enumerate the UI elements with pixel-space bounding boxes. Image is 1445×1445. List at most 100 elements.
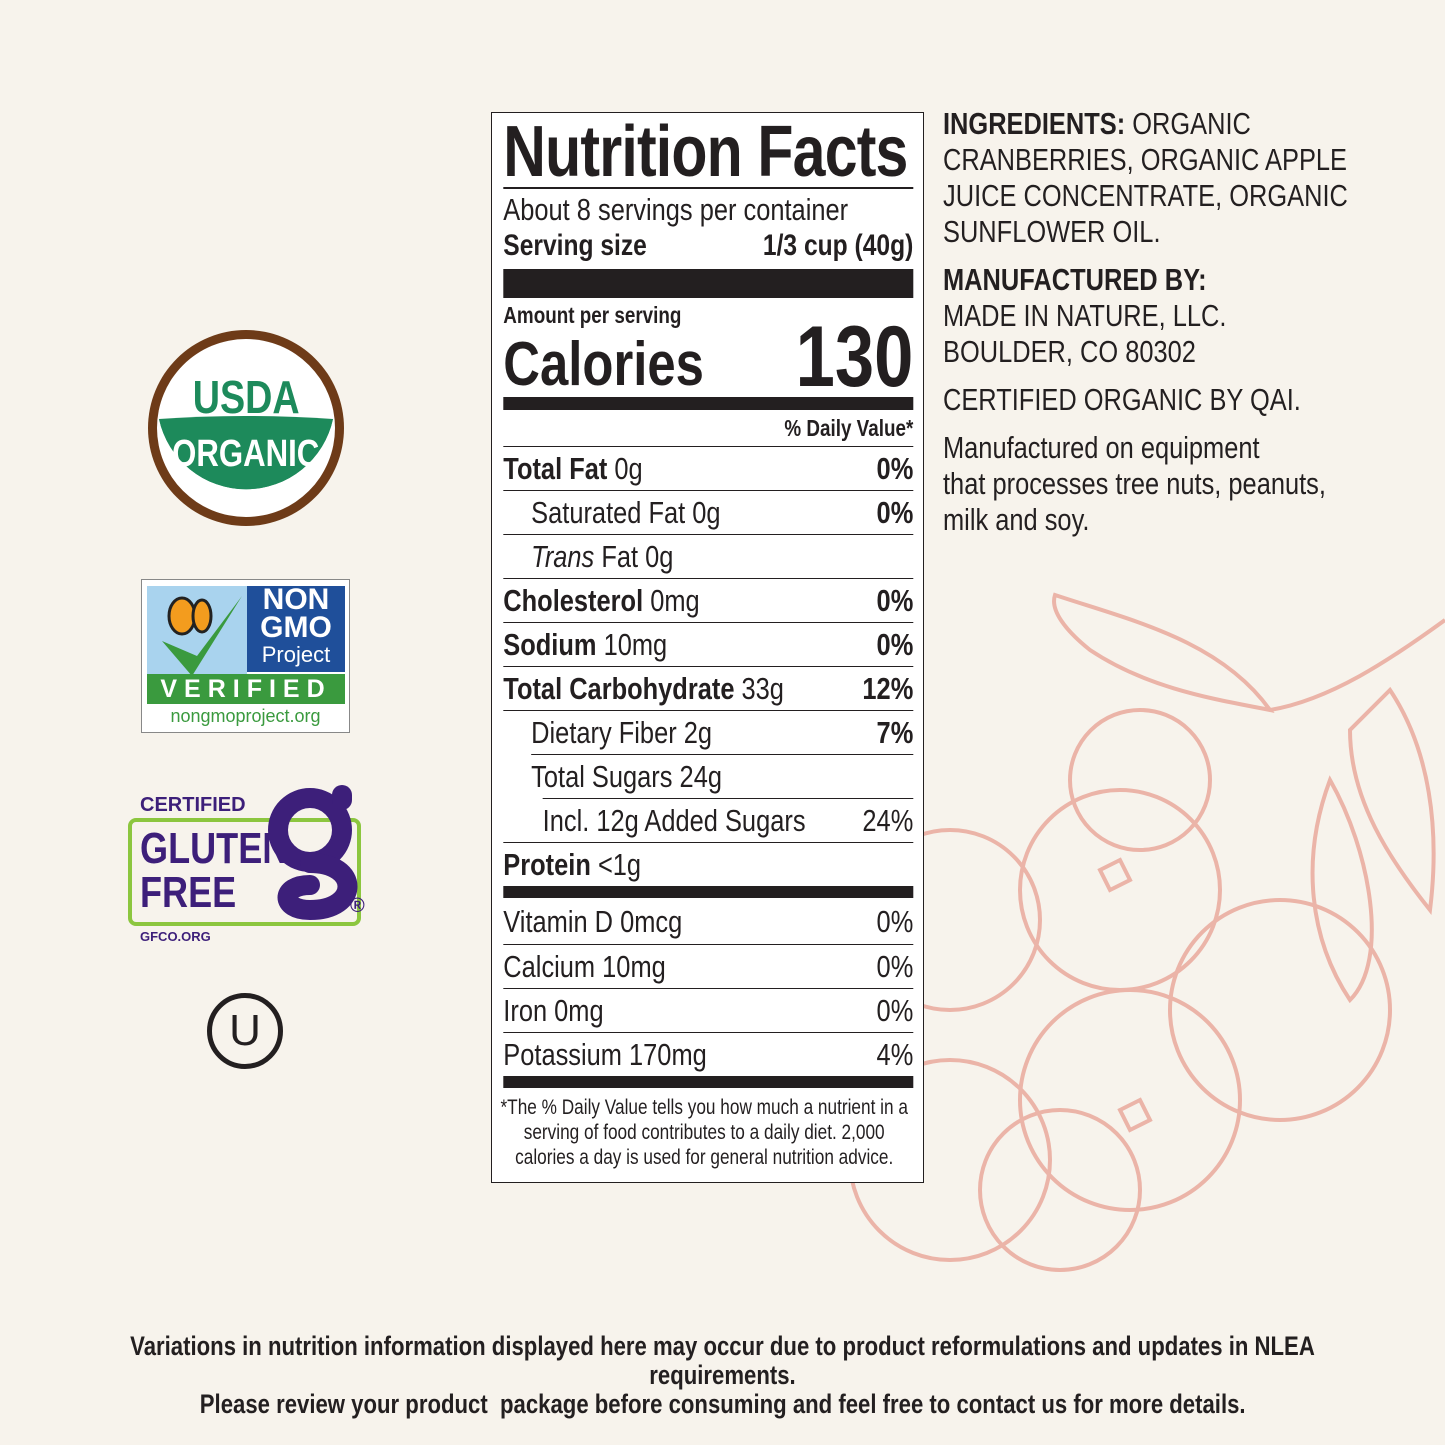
nutrient-amount: 0g [645,538,674,574]
thick-divider [503,269,914,298]
nutrient-row: Trans Fat 0g [503,534,914,578]
nutrient-dv: 0% [876,494,914,530]
nutrient-dv: 24% [862,802,914,838]
daily-value-footnote: *The % Daily Value tells you how much a … [500,1096,908,1169]
usda-line1: USDA [192,371,300,423]
disclaimer-line: Variations in nutrition information disp… [130,1331,1315,1390]
nutrient-name: Saturated Fat [531,494,686,530]
divider [503,187,914,189]
allergen-line: Manufactured on equipment [943,430,1260,465]
nutrient-name: Total Carbohydrate [503,670,735,706]
vitamin-dv: 0% [876,948,914,984]
thick-divider [503,1076,914,1088]
butterfly-checkmark-icon [147,586,247,679]
gf-registered: ® [350,895,365,917]
ingredients-line: SUNFLOWER OIL. [943,214,1161,249]
nutrient-row: Total Fat 0g 0% [503,446,914,490]
nutrient-amount: 10mg [603,626,668,662]
ingredients: INGREDIENTS: ORGANIC CRANBERRIES, ORGANIC… [943,106,1349,250]
nutrient-amount: 0mg [650,582,700,618]
vitamin-dv: 0% [876,904,914,939]
vitamin-dv: 4% [876,1036,914,1072]
nutrient-name: Sodium [503,626,597,662]
vitamin-row: Calcium 10mg 0% [503,944,914,988]
usda-organic-badge [148,330,344,526]
usda-text: USDA [143,372,349,422]
kosher-u: U [229,1006,261,1055]
allergen-line: that processes tree nuts, peanuts, [943,466,1326,501]
project-text: Project [261,642,331,667]
non-gmo-url: nongmoproject.org [170,706,321,726]
usda-line2: ORGANIC [172,433,320,475]
calories-value: 130 [795,309,914,405]
ingredients-label: INGREDIENTS: [943,106,1126,141]
nutrient-name: Incl. 12g Added Sugars [542,802,806,838]
gf-g-icon [268,785,358,920]
kosher-ou-icon: U [207,993,283,1069]
ingredients-panel: INGREDIENTS: ORGANIC CRANBERRIES, ORGANIC… [943,106,1349,550]
nutrient-amount: 33g [741,670,784,706]
vitamin-name: Iron 0mg [503,992,604,1028]
nutrient-amount: 0g [614,450,643,486]
nutrient-row: Incl. 12g Added Sugars 24% [542,798,914,842]
nutrient-name: Dietary Fiber [531,714,677,750]
gf-gluten: GLUTEN [140,824,289,873]
organic-text: ORGANIC [143,432,349,476]
vitamin-row: Iron 0mg 0% [503,988,914,1032]
nutrient-dv: 0% [876,450,914,486]
certification: CERTIFIED ORGANIC BY QAI. [943,382,1301,417]
non-gmo-badge: NON GMO Project VERIFIED nongmoproject.o… [141,579,350,733]
disclaimer-line: Please review your product package befor… [199,1389,1246,1419]
gluten-free-badge: CERTIFIED GLUTEN FREE ® GFCO.ORG [128,785,373,945]
amount-per-serving: Amount per serving [503,302,682,328]
nutrition-facts-content: Nutrition Facts About 8 servings per con… [491,112,924,1183]
nutrient-name: Fat [601,538,639,574]
nutrient-dv: 0% [876,626,914,662]
gf-url: GFCO.ORG [140,929,211,944]
nutrient-row: Dietary Fiber 2g 7% [503,710,914,754]
allergen-statement: Manufactured on equipment that processes … [943,430,1349,538]
serving-size-row: Serving size 1/3 cup (40g) [503,228,913,264]
thick-divider [503,397,914,410]
gf-green-frame [128,818,361,926]
nutrient-row: Protein <1g [503,842,914,886]
serving-size-value: 1/3 cup (40g) [762,229,914,262]
serving-size-label: Serving size [503,229,647,262]
calories-label: Calories [503,330,704,399]
ingredients-line: JUICE CONCENTRATE, ORGANIC [943,178,1348,213]
nutrient-row: Sodium 10mg 0% [503,622,914,666]
manufacturer-label: MANUFACTURED BY: [943,262,1207,297]
nutrient-row: Saturated Fat 0g 0% [503,490,914,534]
calories-row: Calories 130 [503,314,913,400]
nutrient-amount: <1g [597,846,642,882]
manufacturer: MANUFACTURED BY: MADE IN NATURE, LLC. BOUL… [943,262,1349,370]
manufacturer-line: BOULDER, CO 80302 [943,334,1196,369]
nutrition-facts-title: Nutrition Facts [503,112,908,192]
gmo-text: GMO [260,611,332,644]
nutrient-name: Protein [503,846,591,882]
nutrient-dv: 7% [876,714,914,750]
nutrient-name: Cholesterol [503,582,644,618]
nutrient-name-italic: Trans [531,538,595,574]
allergen-line: milk and soy. [943,502,1090,537]
thick-divider [503,886,914,898]
nutrient-name: Total Fat [503,450,608,486]
vitamin-row: Potassium 170mg 4% [503,1032,914,1076]
nutrient-dv: 0% [876,582,914,618]
manufacturer-line: MADE IN NATURE, LLC. [943,298,1227,333]
disclaimer-footer: Variations in nutrition information disp… [0,1332,1445,1419]
nutrient-name: Total Sugars [531,758,673,794]
vitamin-name: Calcium 10mg [503,948,666,984]
non-gmo-blue-panel: NON GMO Project [247,583,345,672]
vitamin-name: Potassium 170mg [503,1036,707,1072]
ingredients-line: ORGANIC [1132,106,1251,141]
non-text: NON [262,583,330,616]
servings-per-container: About 8 servings per container [503,192,849,227]
nutrient-dv: 12% [862,670,914,706]
verified-text: VERIFIED [147,674,345,704]
nutrient-row: Total Sugars 24g [531,754,914,798]
daily-value-header: % Daily Value* [784,415,914,441]
gf-certified: CERTIFIED [140,794,246,816]
nutrient-amount: 0g [692,494,721,530]
gf-free: FREE [140,868,237,917]
